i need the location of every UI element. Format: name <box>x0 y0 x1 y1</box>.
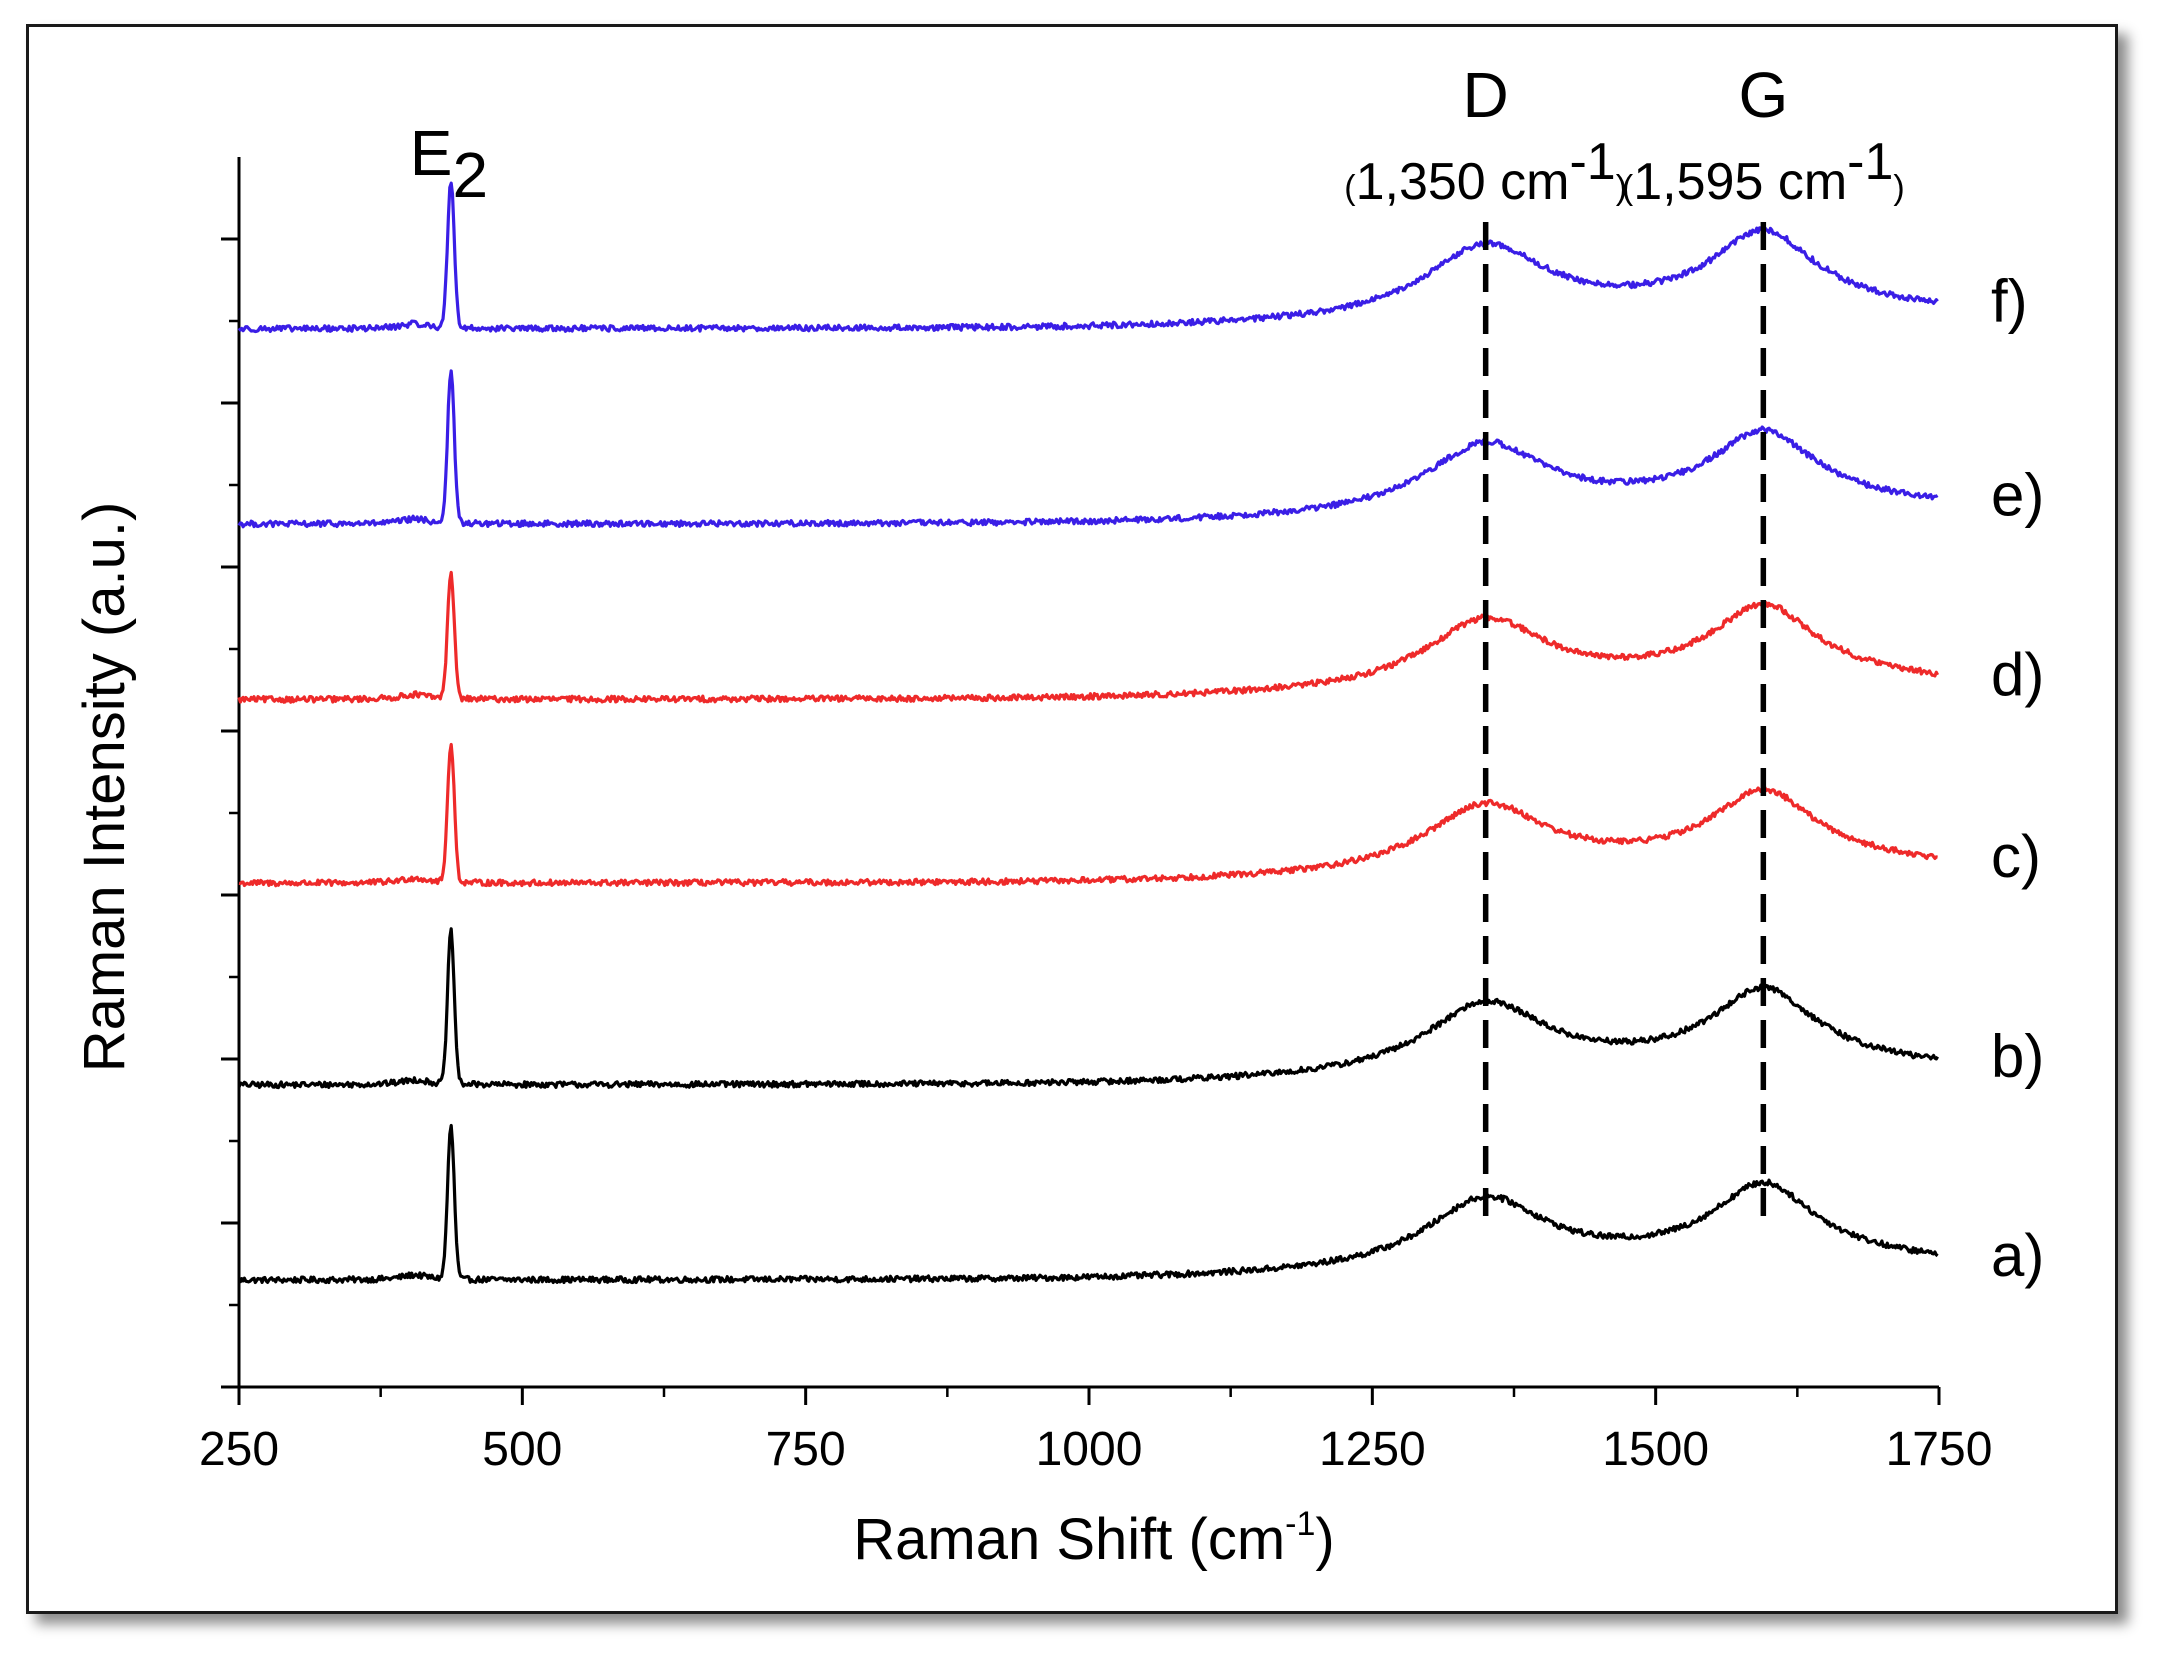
peak-position-d: (1,350 cm-1) <box>1344 133 1627 211</box>
trace-label-a: a) <box>1991 1222 2044 1289</box>
trace-label-e: e) <box>1991 461 2044 528</box>
x-axis-title-end: ) <box>1315 1507 1334 1572</box>
series-line-d <box>237 570 1940 704</box>
y-axis-title: Raman Intensity (a.u.) <box>72 502 137 1073</box>
series-line-c <box>238 742 1938 888</box>
series-group <box>237 181 1940 1285</box>
trace-labels: a) b) c) d) e) f) <box>1991 267 2044 1289</box>
trace-label-c: c) <box>1991 823 2041 890</box>
raman-chart: 250 500 750 1000 1250 1500 1750 E2 D(1,350 cm-1… <box>72 59 2044 1572</box>
x-axis-title: Raman Shift (cm-1) <box>853 1505 1334 1572</box>
peak-label-d: D <box>1463 59 1509 131</box>
x-tick-label: 1250 <box>1319 1423 1426 1476</box>
figure-frame: 250 500 750 1000 1250 1500 1750 E2 D (1,350 cm-1… <box>26 24 2118 1614</box>
series-line-b <box>237 927 1939 1090</box>
peak-label-e2: E2 <box>410 117 488 211</box>
trace-label-b: b) <box>1991 1023 2044 1090</box>
x-tick-label: 250 <box>199 1423 279 1476</box>
x-tick-label: 1500 <box>1602 1423 1709 1476</box>
peak-position-g: (1,595 cm-1) <box>1622 133 1905 211</box>
x-axis-title-main: Raman Shift (cm <box>853 1507 1285 1572</box>
x-axis-title-sup: -1 <box>1285 1505 1315 1543</box>
series-line-e <box>237 369 1939 529</box>
x-tick-label: 750 <box>766 1423 846 1476</box>
x-tick-label: 1000 <box>1036 1423 1143 1476</box>
peak-annotations: E2 D(1,350 cm-1) G(1,595 cm-1) <box>410 59 1905 1220</box>
ticks: 250 500 750 1000 1250 1500 1750 <box>199 237 1993 1476</box>
series-line-a <box>237 1123 1939 1285</box>
series-line-f <box>237 181 1939 334</box>
trace-label-d: d) <box>1991 641 2044 708</box>
x-tick-label: 500 <box>482 1423 562 1476</box>
trace-label-f: f) <box>1991 267 2028 334</box>
axes <box>237 157 1939 1389</box>
peak-label-g: G <box>1738 59 1788 131</box>
x-tick-label: 1750 <box>1886 1423 1993 1476</box>
